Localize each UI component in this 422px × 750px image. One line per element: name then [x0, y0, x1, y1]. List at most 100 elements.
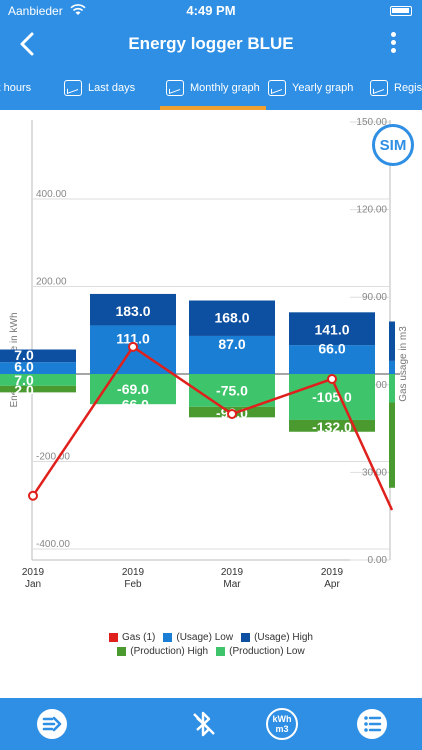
chart-legend: Gas (1) (Usage) Low (Usage) High (Produc…: [0, 632, 422, 660]
wifi-icon: [70, 4, 86, 15]
chart-icon: [268, 80, 286, 96]
legend-label: (Production) High: [130, 646, 209, 657]
left-tick-label: -200.00: [36, 452, 70, 463]
bar-value-label: 6.0: [14, 359, 34, 375]
x-tick-month: Jan: [25, 579, 41, 590]
left-tick-label: 400.00: [36, 189, 67, 200]
list-icon[interactable]: [356, 708, 388, 740]
x-tick-year: 2019: [22, 567, 45, 578]
bar-production-high: [289, 419, 375, 432]
tab-bar: st hours Last days Monthly graph Yearly …: [0, 66, 422, 110]
legend-item: (Usage) Low: [163, 632, 233, 643]
tab-last-days[interactable]: Last days: [64, 66, 135, 110]
gas-point: [227, 409, 237, 419]
chart-icon: [166, 80, 184, 96]
bluetooth-icon[interactable]: [188, 708, 220, 740]
chart-icon: [64, 80, 82, 96]
right-tick-label: 150.00: [356, 117, 387, 128]
bar-value-label: 87.0: [218, 336, 245, 352]
gas-point: [327, 373, 337, 384]
x-tick-year: 2019: [122, 567, 145, 578]
legend-item: (Usage) High: [241, 632, 313, 643]
tab-yearly-graph[interactable]: Yearly graph: [268, 66, 353, 110]
more-menu-icon[interactable]: [388, 32, 398, 56]
legend-label: (Usage) High: [254, 632, 313, 643]
bar-value-label: 183.0: [115, 303, 150, 319]
tab-register[interactable]: Regis: [370, 66, 422, 110]
tab-label: st hours: [0, 82, 32, 94]
bar-usage-high: [389, 321, 395, 361]
left-tick-label: -400.00: [36, 539, 70, 550]
bar-value-label: -105.0: [312, 389, 352, 405]
battery-icon: [390, 6, 412, 16]
bar-value-label: -66.0: [117, 397, 149, 413]
bar-value-label: 111.0: [116, 331, 150, 347]
bar-usage-high: [90, 293, 176, 326]
bottom-nav: kWh m3: [0, 698, 422, 750]
tab-label: Last days: [88, 82, 136, 94]
legend-swatch: [117, 647, 127, 656]
bar-production-low: [189, 374, 275, 407]
bar-value-label: 7.0: [14, 347, 34, 363]
legend-label: Gas (1): [122, 632, 156, 643]
m3-label: m3: [275, 724, 289, 734]
bar-production-high: [0, 385, 76, 393]
bar-production-low: [389, 374, 395, 403]
legend-swatch: [241, 633, 251, 642]
monthly-energy-chart: 400.00 200.00 -200.00 -400.00 150.00 120.00 90…: [0, 117, 409, 590]
gas-point: [28, 490, 38, 501]
legend-label: (Production) Low: [229, 646, 305, 657]
bar-value-label: -69.0: [117, 381, 149, 397]
app-bar: Energy logger BLUE: [0, 22, 422, 66]
bar-usage-low: [389, 360, 395, 374]
bar-usage-high: [189, 300, 275, 336]
bar-value-label: 141.0: [314, 321, 349, 337]
tab-label: Yearly graph: [292, 82, 354, 94]
legend-swatch: [109, 633, 119, 642]
legend-swatch: [163, 633, 173, 642]
back-arrow-icon[interactable]: [14, 30, 42, 58]
register-icon: [370, 80, 388, 96]
right-tick-label: 0.00: [368, 555, 388, 566]
bar-usage-high: [0, 349, 76, 363]
x-tick-month: Feb: [124, 579, 142, 590]
left-tick-label: 200.00: [36, 277, 67, 288]
bar-usage-high: [289, 312, 375, 346]
kwh-label: kWh: [272, 714, 292, 724]
legend-item: Gas (1): [109, 632, 155, 643]
tab-label: Monthly graph: [190, 82, 260, 94]
status-time: 4:49 PM: [186, 3, 236, 18]
legend-label: (Usage) Low: [176, 632, 234, 643]
gas-point: [128, 341, 138, 352]
status-bar: Aanbieder 4:49 PM: [0, 0, 422, 22]
bar-usage-low: [0, 362, 76, 374]
bar-value-label: 7.0: [14, 372, 34, 388]
bar-usage-low: [189, 335, 275, 374]
bar-usage-low: [289, 345, 375, 374]
tab-monthly-graph[interactable]: Monthly graph: [160, 66, 266, 110]
carrier-label: Aanbieder: [8, 4, 63, 18]
tab-label: Regis: [394, 82, 422, 94]
sim-badge[interactable]: SIM: [372, 124, 414, 166]
page-title: Energy logger BLUE: [128, 34, 294, 53]
x-tick-year: 2019: [321, 567, 344, 578]
kwh-m3-icon[interactable]: kWh m3: [266, 708, 298, 740]
right-tick-label: 120.00: [356, 205, 387, 216]
bar-value-label: -132.0: [312, 419, 352, 435]
bar-value-label: 66.0: [318, 341, 345, 357]
bar-value-label: 168.0: [214, 310, 249, 326]
legend-item: (Production) Low: [216, 646, 305, 657]
legend-swatch: [216, 647, 226, 656]
x-tick-month: Mar: [223, 579, 241, 590]
x-tick-month: Apr: [324, 579, 340, 590]
bar-value-label: -75.0: [216, 382, 248, 398]
x-tick-year: 2019: [221, 567, 244, 578]
bar-production-low: [0, 374, 76, 386]
right-axis-title: Gas usage in m3: [398, 326, 409, 402]
export-icon[interactable]: [36, 708, 68, 740]
bar-production-high: [389, 402, 395, 488]
tab-last-hours[interactable]: st hours: [0, 66, 31, 110]
bar-value-label: 2.0: [14, 382, 34, 398]
sim-label: SIM: [379, 136, 407, 154]
right-tick-label: 90.00: [362, 292, 387, 303]
